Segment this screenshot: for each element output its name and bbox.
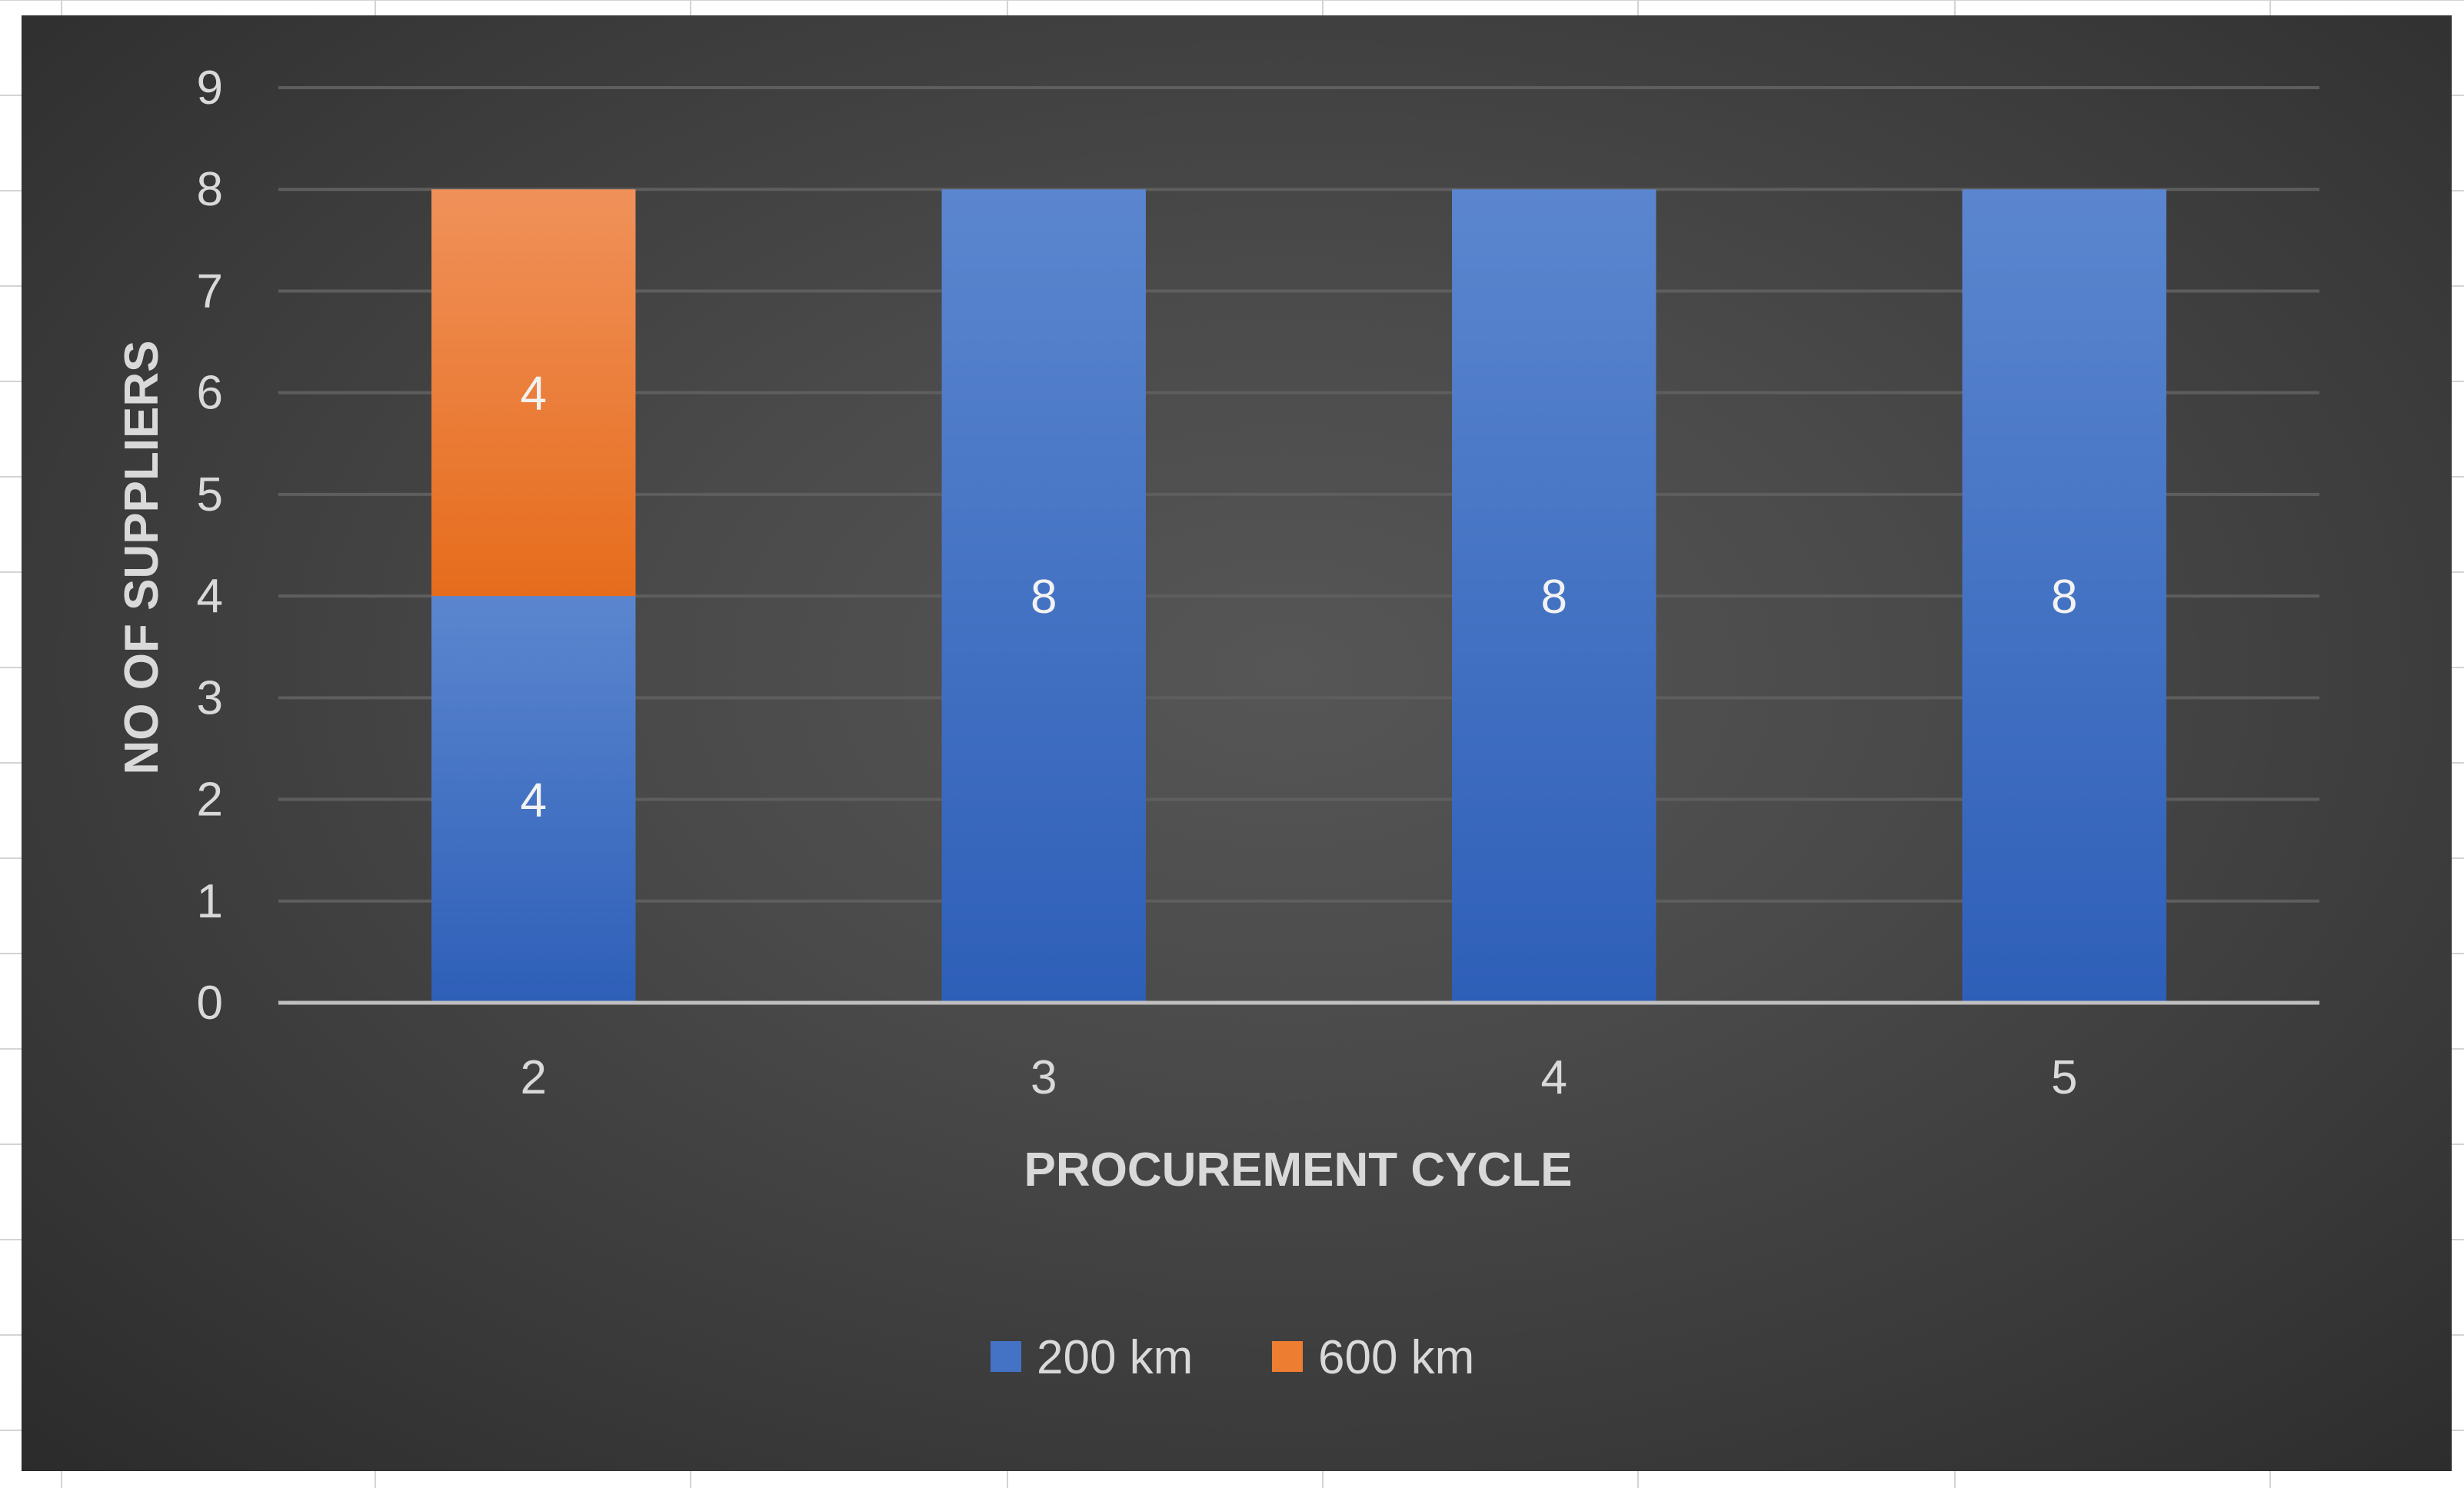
legend: 200 km 600 km [991, 1331, 1474, 1384]
y-tick-label: 7 [197, 265, 223, 318]
y-tick-label: 3 [197, 671, 223, 724]
data-label: 8 [1031, 571, 1057, 624]
y-tick-label: 5 [197, 468, 223, 521]
y-tick-label: 8 [197, 163, 223, 216]
bar-200-km-2[interactable] [431, 596, 636, 1003]
axes: 0 1 2 3 4 5 6 7 8 9 2 3 4 5 [197, 62, 2319, 1104]
bar-200-km-4[interactable] [1452, 189, 1657, 1004]
data-label: 4 [521, 368, 547, 421]
data-label: 8 [1541, 571, 1567, 624]
legend-swatch-600-km [1272, 1341, 1303, 1372]
bar-600-km-2[interactable] [431, 189, 636, 597]
y-axis-title: NO OF SUPPLIERS [115, 341, 168, 775]
x-tick-label: 4 [1541, 1051, 1567, 1104]
x-tick-label: 5 [2051, 1051, 2077, 1104]
y-tick-label: 1 [197, 875, 223, 928]
legend-swatch-200-km [991, 1341, 1021, 1372]
data-label: 8 [2051, 571, 2077, 624]
bar-200-km-5[interactable] [1962, 189, 2166, 1004]
legend-label: 200 km [1037, 1331, 1193, 1384]
y-tick-label: 2 [197, 774, 223, 827]
y-tick-label: 9 [197, 62, 223, 115]
bars [431, 189, 2166, 1004]
y-tick-label: 4 [197, 570, 223, 623]
x-tick-label: 3 [1031, 1051, 1057, 1104]
y-tick-label: 0 [197, 977, 223, 1030]
data-label: 4 [521, 774, 547, 827]
bar-200-km-3[interactable] [941, 189, 1146, 1004]
data-labels: 4 4 8 8 8 [521, 368, 2078, 827]
legend-label: 600 km [1318, 1331, 1474, 1384]
y-tick-label: 6 [197, 367, 223, 420]
x-axis-title: PROCUREMENT CYCLE [1024, 1143, 1572, 1197]
x-tick-label: 2 [521, 1051, 547, 1104]
